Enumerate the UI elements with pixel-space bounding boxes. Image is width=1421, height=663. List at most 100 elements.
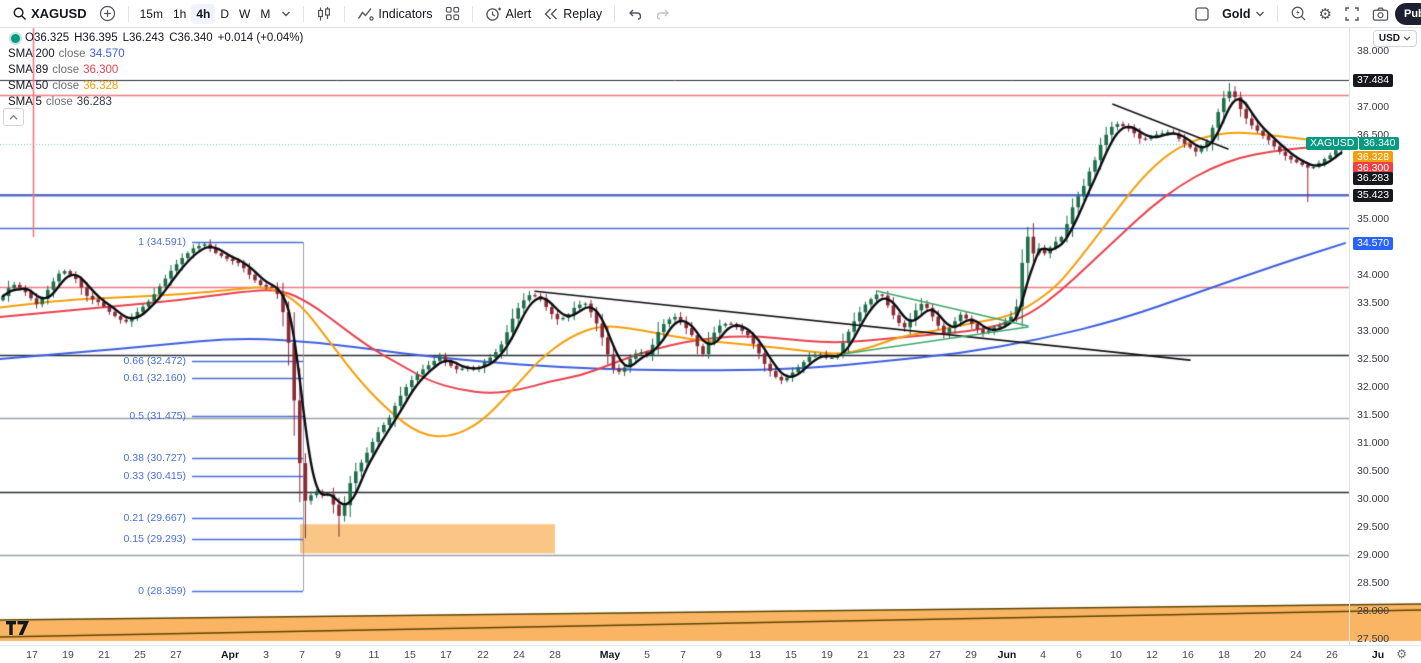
indicator-name: SMA 200 bbox=[8, 48, 55, 60]
interval-dropdown-button[interactable] bbox=[275, 3, 297, 25]
toolbar: XAGUSD 15m 1h 4h D W M Indicators Alert Repl bbox=[0, 0, 1421, 28]
fullscreen-icon bbox=[1345, 6, 1359, 21]
currency-selector[interactable]: USD bbox=[1372, 30, 1417, 47]
time-tick-label: 29 bbox=[965, 649, 977, 661]
time-tick-label: 7 bbox=[680, 649, 686, 661]
undo-button[interactable] bbox=[621, 3, 649, 25]
indicator-name: SMA 89 bbox=[8, 64, 49, 76]
time-tick-label: 26 bbox=[1326, 649, 1338, 661]
price-tick-label: 33.000 bbox=[1357, 325, 1390, 337]
price-tick-label: 29.000 bbox=[1357, 549, 1390, 561]
quick-search-button[interactable] bbox=[1284, 3, 1313, 25]
price-badge: 35.423 bbox=[1353, 188, 1394, 202]
symbol-name: XAGUSD bbox=[31, 6, 87, 21]
time-axis[interactable]: ⚙ 17 19 21 25 27 Apr 3 7 9 11 15 17 22 24 28 May 5 7 9 13 15… bbox=[0, 645, 1421, 663]
search-icon bbox=[13, 7, 26, 20]
interval-button-W[interactable]: W bbox=[239, 6, 251, 21]
interval-button-1h[interactable]: 1h bbox=[172, 6, 187, 21]
time-tick-label: 6 bbox=[1076, 649, 1082, 661]
tradingview-logo[interactable] bbox=[6, 621, 30, 640]
fib-level-label: 1 (34.591) bbox=[138, 235, 186, 248]
alert-button[interactable]: Alert bbox=[479, 3, 538, 25]
chevron-down-icon bbox=[1403, 36, 1411, 41]
price-tick-label: 30.500 bbox=[1357, 465, 1390, 477]
compare-add-button[interactable] bbox=[93, 3, 122, 25]
redo-button[interactable] bbox=[649, 3, 677, 25]
legend-indicator-row[interactable]: SMA 5 close 36.283 bbox=[8, 94, 308, 110]
legend-indicator-row[interactable]: SMA 200 close 34.570 bbox=[8, 46, 308, 62]
alert-label: Alert bbox=[505, 6, 532, 21]
time-tick-label: 21 bbox=[98, 649, 110, 661]
publish-button[interactable]: Publish bbox=[1395, 2, 1421, 25]
interval-button-4h[interactable]: 4h bbox=[191, 3, 216, 24]
price-tick-label: 38.000 bbox=[1357, 45, 1390, 57]
fullscreen-button[interactable] bbox=[1338, 3, 1366, 25]
interval-button-D[interactable]: D bbox=[220, 6, 230, 21]
alert-clock-icon bbox=[485, 7, 501, 21]
current-price-badge: 36.340 bbox=[1359, 137, 1400, 151]
camera-icon bbox=[1372, 7, 1389, 21]
legend-collapse-button[interactable] bbox=[3, 108, 24, 126]
indicator-param: close bbox=[52, 80, 80, 92]
time-tick-label: 16 bbox=[1182, 649, 1194, 661]
symbol-search-button[interactable]: XAGUSD bbox=[6, 3, 93, 25]
time-tick-label: 9 bbox=[335, 649, 341, 661]
time-tick-label: 24 bbox=[513, 649, 525, 661]
fib-level-label: 0.66 (32.472) bbox=[123, 354, 186, 367]
replay-label: Replay bbox=[563, 6, 603, 21]
symbol-price-tag: XAGUSD bbox=[1306, 137, 1359, 151]
fib-level-label: 0.5 (31.475) bbox=[129, 410, 186, 423]
time-tick-label: 19 bbox=[62, 649, 74, 661]
chevron-up-icon bbox=[9, 114, 18, 120]
market-status-dot bbox=[11, 33, 20, 43]
indicator-value: 36.300 bbox=[83, 64, 119, 76]
layout-button[interactable] bbox=[1188, 3, 1216, 25]
indicator-param: close bbox=[45, 96, 73, 108]
time-tick-label: 7 bbox=[299, 649, 305, 661]
time-tick-label: Apr bbox=[220, 649, 240, 661]
replay-button[interactable]: Replay bbox=[537, 3, 608, 25]
price-axis[interactable]: USD 38.000 37.000 36.500 35.000 34.000 33.500… bbox=[1306, 27, 1421, 645]
ohlc-open: O36.325 bbox=[25, 32, 70, 44]
interval-switcher: 15m 1h 4h D W M bbox=[135, 0, 276, 27]
time-tick-label: 12 bbox=[1146, 649, 1158, 661]
ohlc-row[interactable]: O36.325 H36.395 L36.243 C36.340 +0.014 (… bbox=[8, 30, 308, 46]
chart-style-button[interactable] bbox=[310, 3, 338, 25]
time-tick-label: May bbox=[599, 649, 621, 661]
settings-button[interactable]: ⚙ bbox=[1318, 5, 1332, 23]
time-tick-label: Jun bbox=[997, 649, 1017, 661]
price-chart-canvas[interactable] bbox=[0, 27, 1421, 645]
time-tick-label: 27 bbox=[170, 649, 182, 661]
redo-arrow-icon bbox=[656, 9, 670, 20]
watchlist-dropdown[interactable]: Gold bbox=[1216, 3, 1270, 25]
indicators-button[interactable]: Indicators bbox=[351, 3, 438, 25]
fib-level-label: 0.21 (29.667) bbox=[123, 511, 186, 524]
time-axis-settings-gear-icon[interactable]: ⚙ bbox=[1396, 647, 1407, 661]
time-tick-label: 17 bbox=[440, 649, 452, 661]
indicator-name: SMA 50 bbox=[8, 80, 49, 92]
indicator-value: 36.328 bbox=[83, 80, 119, 92]
price-tick-label: 31.000 bbox=[1357, 437, 1390, 449]
ohlc-close: C36.340 bbox=[169, 32, 213, 44]
time-tick-label: 17 bbox=[26, 649, 38, 661]
time-tick-label: Ju bbox=[1371, 649, 1385, 661]
undo-arrow-icon bbox=[629, 9, 642, 20]
currency-label: USD bbox=[1378, 33, 1400, 44]
ohlc-change: +0.014 (+0.04%) bbox=[217, 32, 304, 44]
time-tick-label: 5 bbox=[644, 649, 650, 661]
indicator-templates-button[interactable] bbox=[439, 3, 466, 25]
price-tick-label: 31.500 bbox=[1357, 409, 1390, 421]
interval-button-M[interactable]: M bbox=[260, 6, 271, 21]
fib-level-label: 0 (28.359) bbox=[138, 584, 186, 597]
price-tick-label: 28.000 bbox=[1357, 605, 1390, 617]
quick-search-icon bbox=[1291, 6, 1306, 21]
replay-icon bbox=[544, 8, 558, 19]
legend-indicator-row[interactable]: SMA 89 close 36.300 bbox=[8, 62, 308, 78]
price-tick-label: 29.500 bbox=[1357, 521, 1390, 533]
time-tick-label: 3 bbox=[263, 649, 269, 661]
legend-indicator-row[interactable]: SMA 50 close 36.328 bbox=[8, 78, 308, 94]
divider bbox=[303, 5, 305, 22]
snapshot-button[interactable] bbox=[1366, 3, 1395, 25]
interval-button-15m[interactable]: 15m bbox=[139, 6, 163, 21]
